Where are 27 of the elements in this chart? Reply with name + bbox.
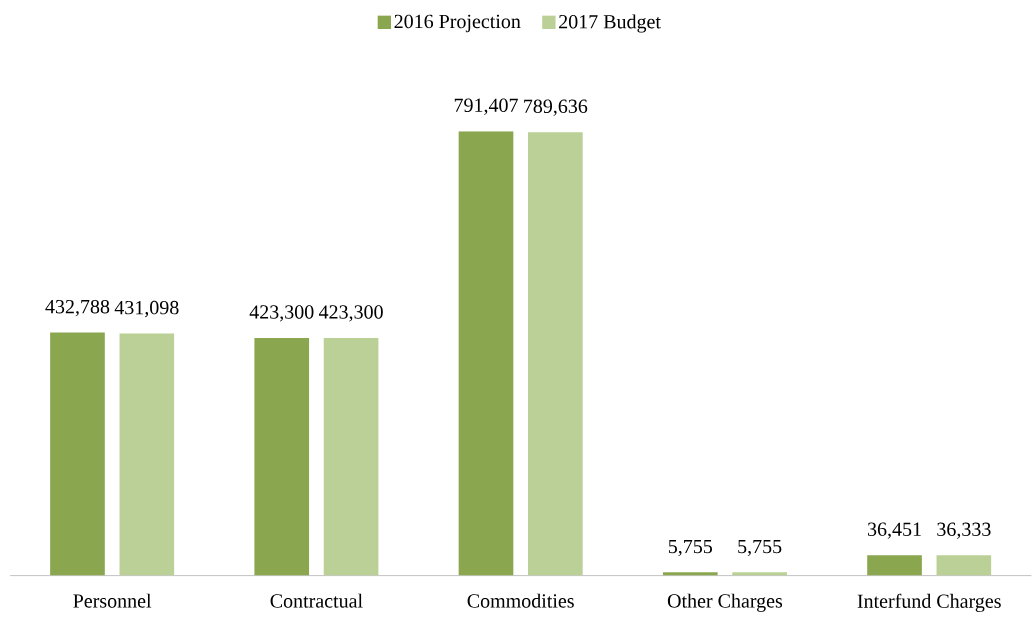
bar bbox=[50, 332, 105, 576]
data-label: 423,300 bbox=[318, 305, 383, 322]
x-tick-label: Commodities bbox=[467, 593, 574, 608]
bar bbox=[732, 572, 787, 576]
bar bbox=[323, 337, 379, 576]
bar bbox=[662, 572, 718, 576]
x-tick-label: Personnel bbox=[73, 593, 152, 608]
bar bbox=[867, 555, 922, 576]
bar bbox=[119, 333, 175, 576]
x-tick-label: Contractual bbox=[270, 593, 363, 608]
data-label: 791,407 bbox=[454, 98, 518, 115]
data-label: 36,451 bbox=[868, 522, 921, 539]
x-tick-label: Other Charges bbox=[667, 593, 783, 612]
data-label: 36,333 bbox=[937, 522, 991, 539]
x-tick-label: Interfund Charges bbox=[857, 593, 1001, 613]
data-label: 5,755 bbox=[668, 539, 712, 557]
legend-label: 2017 Budget bbox=[559, 14, 661, 33]
bar bbox=[936, 555, 992, 576]
data-label: 5,755 bbox=[738, 539, 782, 557]
bar bbox=[458, 131, 514, 576]
bar bbox=[254, 337, 310, 576]
data-label: 423,300 bbox=[249, 305, 314, 322]
bar bbox=[528, 132, 583, 576]
data-label: 431,098 bbox=[114, 300, 179, 318]
data-label: 432,788 bbox=[45, 299, 110, 317]
data-label: 789,636 bbox=[524, 99, 588, 116]
legend-label: 2016 Projection bbox=[394, 14, 521, 33]
